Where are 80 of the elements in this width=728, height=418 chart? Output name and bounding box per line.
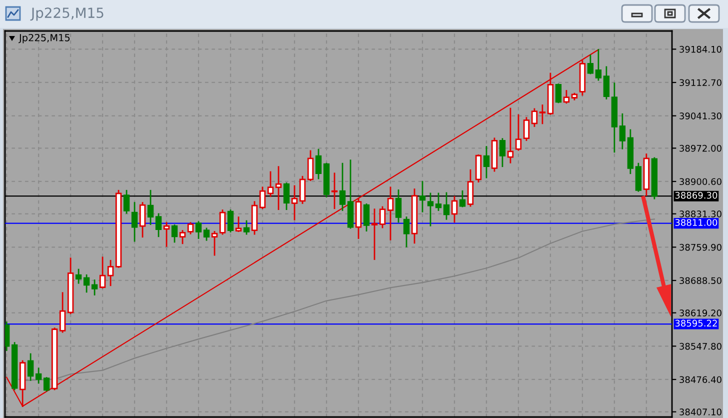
- candlestick: [219, 210, 226, 235]
- candlestick: [475, 154, 482, 182]
- candlestick: [587, 54, 594, 74]
- candlestick: [99, 256, 106, 288]
- candlestick: [43, 377, 50, 392]
- ref-line-label: 38595.22: [675, 320, 717, 327]
- candlestick: [523, 117, 530, 141]
- candlestick: [595, 48, 602, 81]
- candlestick: [419, 181, 426, 212]
- candlestick: [259, 186, 266, 210]
- candlestick: [147, 190, 154, 225]
- candlestick: [139, 202, 146, 238]
- y-tick-label: 38476.40: [680, 376, 722, 384]
- chart-title: Jp225,M15: [30, 8, 104, 21]
- candlestick: [291, 185, 298, 220]
- candlestick: [155, 213, 162, 238]
- candlestick: [315, 148, 322, 180]
- candlestick: [171, 224, 178, 243]
- candlestick: [435, 192, 442, 211]
- candlestick: [483, 146, 490, 178]
- y-tick-label: 38900.60: [680, 178, 722, 186]
- candlestick: [307, 150, 314, 182]
- chart-subtitle: Jp225,M15: [18, 34, 70, 44]
- candlestick: [83, 274, 90, 293]
- candlestick: [443, 192, 450, 220]
- candlestick: [107, 260, 114, 286]
- candlestick: [387, 186, 394, 240]
- candlestick: [499, 138, 506, 168]
- candlestick: [91, 280, 98, 296]
- candlestick: [131, 202, 138, 242]
- y-tick-label: 38688.50: [680, 277, 722, 284]
- y-tick-label: 39184.10: [680, 46, 722, 53]
- candlestick: [531, 108, 538, 127]
- y-tick-label: 38407.10: [680, 408, 722, 416]
- candlestick: [379, 206, 386, 228]
- candlestick: [395, 189, 402, 223]
- candlestick: [235, 216, 242, 232]
- candlestick: [35, 368, 42, 384]
- candlestick: [267, 171, 274, 197]
- candlestick: [459, 190, 466, 208]
- ref-line-label: 38869.30: [675, 192, 718, 199]
- candlestick: [451, 196, 458, 223]
- candlestick: [427, 192, 434, 226]
- candlestick: [515, 114, 522, 151]
- candlestick: [59, 292, 66, 333]
- y-tick-label: 38831.30: [680, 210, 722, 218]
- candlestick: [243, 220, 250, 235]
- candlestick: [283, 182, 290, 210]
- candlestick: [179, 230, 186, 244]
- candlestick: [339, 162, 346, 211]
- candlestick: [603, 66, 610, 100]
- candlestick: [563, 90, 570, 104]
- ref-line-label: 38811.00: [675, 219, 718, 226]
- y-tick-label: 39112.70: [680, 79, 722, 86]
- y-tick-label: 38972.00: [680, 144, 722, 152]
- candlestick: [28, 353, 34, 381]
- candlestick: [211, 231, 218, 256]
- candlestick: [203, 228, 210, 241]
- candlestick: [363, 203, 370, 232]
- candlestick: [539, 104, 546, 124]
- candlestick: [403, 216, 410, 248]
- y-tick-label: 38619.20: [680, 310, 722, 316]
- y-tick-label: 38759.90: [680, 244, 722, 251]
- candlestick: [467, 169, 474, 207]
- candlestick: [555, 84, 562, 104]
- candlestick: [331, 172, 338, 210]
- candlestick: [227, 210, 234, 232]
- candlestick: [163, 222, 170, 247]
- candlestick: [635, 162, 642, 192]
- candlestick: [195, 221, 202, 239]
- candlestick: [507, 108, 514, 164]
- candlestick: [75, 268, 82, 284]
- candlestick: [299, 176, 306, 204]
- y-tick-label: 39041.30: [680, 112, 722, 120]
- candlestick: [619, 113, 626, 150]
- candlestick: [123, 190, 130, 214]
- candlestick: [275, 166, 282, 210]
- y-tick-label: 38547.80: [680, 342, 722, 350]
- candlestick: [371, 208, 378, 260]
- candlestick: [187, 222, 194, 234]
